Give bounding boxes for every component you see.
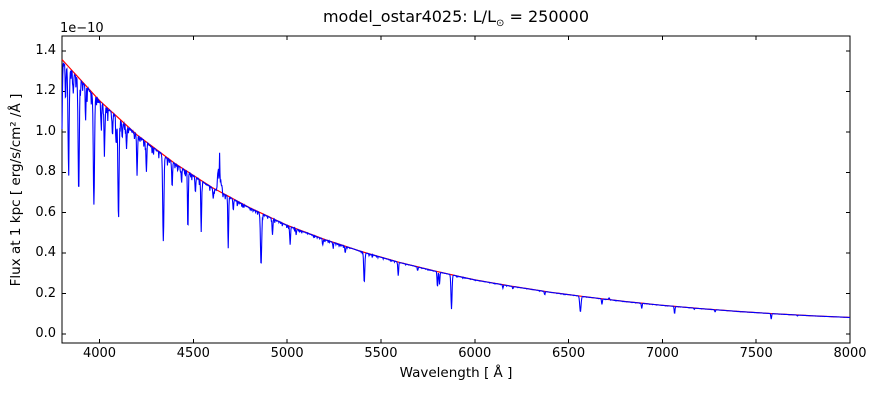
x-tick-label: 4000 xyxy=(82,346,117,361)
plot-title-suffix: = 250000 xyxy=(504,7,590,26)
x-axis-label: Wavelength [ Å ] xyxy=(399,365,513,381)
y-tick-label: 0.6 xyxy=(35,204,56,220)
spectrum-line xyxy=(61,62,851,320)
y-tick-label: 1.2 xyxy=(35,83,56,99)
y-tick-label: 0.4 xyxy=(35,245,56,261)
y-axis-offset-label: 1e−10 xyxy=(60,21,104,36)
y-tick-label: 1.0 xyxy=(35,123,56,139)
plot-title-prefix: model_ostar4025: L/L xyxy=(322,7,496,26)
y-tick-label: 1.4 xyxy=(35,43,56,59)
x-tick-label: 4500 xyxy=(176,346,210,361)
x-tick-label: 5500 xyxy=(364,346,398,361)
continuum-line xyxy=(61,59,851,319)
x-tick-label: 7000 xyxy=(645,346,679,361)
y-tick-label: 0.2 xyxy=(35,285,56,301)
x-tick-label: 6500 xyxy=(552,346,586,361)
y-tick-label: 0.0 xyxy=(35,326,56,341)
x-tick-label: 5000 xyxy=(270,346,304,361)
sun-symbol: ⊙ xyxy=(495,18,505,29)
y-tick-label: 0.8 xyxy=(35,164,56,180)
x-tick-label: 7500 xyxy=(739,346,773,361)
x-tick-label: 6000 xyxy=(458,346,492,361)
x-tick-label: 8000 xyxy=(833,346,867,361)
plot-title: model_ostar4025: L/L⊙ = 250000 xyxy=(62,7,850,29)
axes-frame xyxy=(61,35,851,344)
